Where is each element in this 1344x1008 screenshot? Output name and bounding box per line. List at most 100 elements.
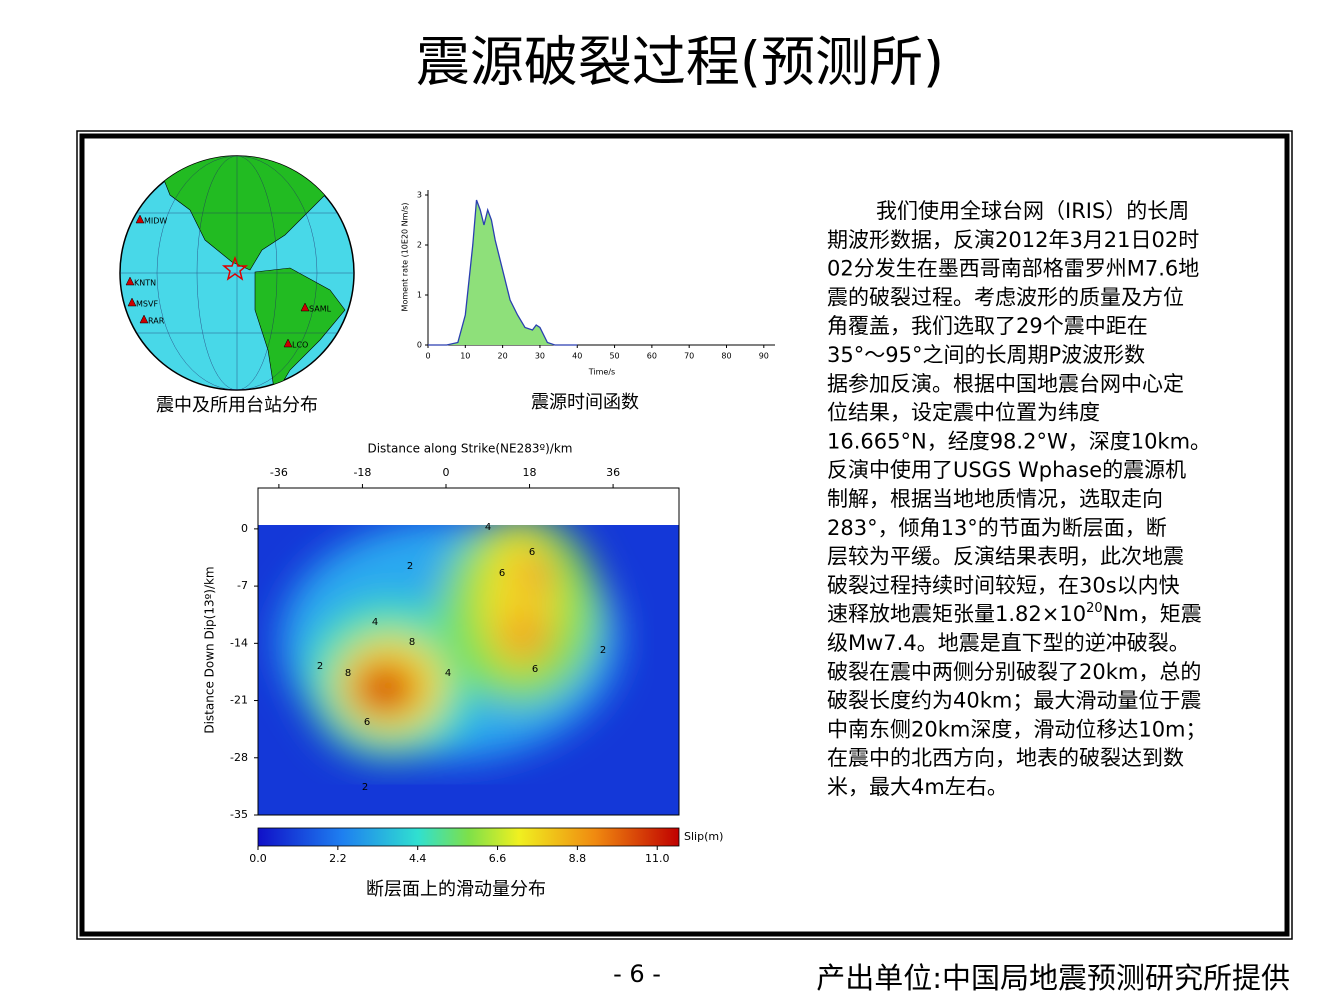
globe: 震中及所用台站分布: [119, 155, 355, 416]
station: [125, 276, 135, 286]
frame-outer: [76, 130, 1293, 940]
contour-label: 8: [409, 637, 415, 648]
slip-y-tick-label: -28: [230, 751, 248, 764]
slip-x-tick-label: 36: [606, 466, 620, 479]
station: [135, 214, 145, 224]
contour-label: 4: [445, 668, 451, 679]
page-number: - 6 -: [613, 960, 661, 988]
slip-caption: 断层面上的滑动量分布: [366, 879, 546, 900]
paragraph-line: 位结果，设定震中位置为纬度: [827, 401, 1100, 425]
paragraph-line: 破裂在震中两侧分别破裂了20km，总的: [827, 660, 1201, 684]
contour-label: 2: [600, 645, 606, 656]
stf-y-tick-label: 1: [417, 291, 422, 300]
stf-x-tick-label: 40: [572, 352, 582, 361]
station: [139, 314, 149, 324]
contour-label: 4: [485, 522, 491, 533]
stf-caption: 震源时间函数: [531, 392, 639, 413]
stf-x-tick-label: 20: [498, 352, 508, 361]
stf-y-tick-label: 2: [417, 241, 422, 250]
slip-y-tick-label: -35: [230, 808, 248, 821]
station: [127, 297, 137, 307]
contour-label: 6: [499, 568, 505, 579]
paragraph-line: 期波形数据，反演2012年3月21日02时: [827, 228, 1199, 252]
stf-y-label: Moment rate (10E20 Nm/s): [401, 203, 410, 312]
paragraph-line: 速释放地震矩张量1.82×1020Nm，矩震: [827, 601, 1202, 627]
station-label: KNTN: [134, 279, 156, 288]
colorbar-tick-label: 6.6: [489, 852, 507, 865]
stf-x-tick-label: 30: [535, 352, 545, 361]
colorbar-tick-label: 0.0: [249, 852, 267, 865]
stf-x-tick-label: 60: [647, 352, 657, 361]
slip-x-tick-label: -18: [353, 466, 371, 479]
paragraph-line: 在震中的北西方向，地表的破裂达到数: [827, 746, 1184, 770]
paragraph-line: 角覆盖，我们选取了29个震中距在: [827, 314, 1148, 338]
contour-label: 2: [407, 561, 413, 572]
paragraph-line: 283°，倾角13°的节面为断层面，断: [827, 516, 1167, 540]
paragraph-line: 中南东侧20km深度，滑动位移达10m；: [827, 717, 1207, 741]
superscript: 20: [1086, 601, 1103, 616]
slip-title: Distance along Strike(NE283º)/km: [367, 442, 572, 456]
paragraph-line: 据参加反演。根据中国地震台网中心定: [827, 372, 1184, 396]
slip-y-tick-label: 0: [241, 522, 248, 535]
stf-x-tick-label: 70: [684, 352, 694, 361]
paragraph-line: 我们使用全球台网（IRIS）的长周: [876, 199, 1189, 223]
contour-label: 6: [529, 547, 535, 558]
station-label: LCO: [292, 341, 308, 350]
paragraph-line: 震的破裂过程。考虑波形的质量及方位: [827, 285, 1184, 309]
station-label: MSVF: [136, 300, 158, 309]
slip-y-label: Distance Down Dip(13º)/km: [203, 566, 217, 733]
slip-y-tick-label: -7: [237, 579, 248, 592]
contour-label: 6: [532, 664, 538, 675]
slip-y-tick-label: -21: [230, 694, 248, 707]
paragraph-line: 制解，根据当地地质情况，选取走向: [827, 487, 1163, 511]
station: [283, 338, 293, 348]
station-label: RAR: [148, 317, 165, 326]
slip-x-tick-label: 0: [442, 466, 449, 479]
slip-axes: [257, 487, 680, 816]
colorbar-tick-label: 11.0: [645, 852, 670, 865]
credit: 产出单位:中国局地震预测研究所提供: [816, 961, 1290, 995]
colorbar-tick-label: 4.4: [409, 852, 427, 865]
frame-inner: [79, 133, 1290, 937]
paragraph-line: 层较为平缓。反演结果表明，此次地震: [827, 545, 1184, 569]
slip-x-tick-label: 18: [523, 466, 537, 479]
stf-line: [428, 199, 578, 346]
colorbar-label: Slip(m): [684, 830, 723, 843]
paragraph-line: 破裂长度约为40km；最大滑动量位于震: [827, 689, 1201, 713]
globe-caption: 震中及所用台站分布: [156, 395, 318, 416]
paragraph-line: 反演中使用了USGS Wphase的震源机: [827, 458, 1186, 482]
slip-y-tick-label: -14: [230, 636, 248, 649]
stf-y-tick-label: 3: [417, 191, 422, 200]
colorbar: [257, 827, 680, 847]
line-part: 速释放地震矩张量1.82×10: [827, 602, 1086, 626]
stf-y-tick-label: 0: [417, 341, 422, 350]
stf-x-tick-label: 0: [425, 352, 430, 361]
stf-x-tick-label: 80: [721, 352, 731, 361]
slip-x-tick-label: -36: [270, 466, 288, 479]
station-label: SAML: [309, 305, 332, 314]
paragraph-line: 02分发生在墨西哥南部格雷罗州M7.6地: [827, 257, 1199, 281]
stf-x-tick-label: 10: [460, 352, 470, 361]
paragraph-line: 16.665°N，经度98.2°W，深度10km。: [827, 429, 1211, 453]
paragraph-line: 级Mw7.4。地震是直下型的逆冲破裂。: [827, 631, 1190, 655]
stf-x-label: Time/s: [588, 368, 615, 377]
title: 震源破裂过程(预测所): [416, 31, 944, 94]
colorbar-tick-label: 2.2: [329, 852, 347, 865]
contour-label: 6: [364, 717, 370, 728]
station-label: MIDW: [144, 217, 167, 226]
contour-label: 2: [317, 661, 323, 672]
stf-x-tick-label: 90: [759, 352, 769, 361]
paragraph-line: 米，最大4m左右。: [827, 775, 1008, 799]
paragraph-line: 35°～95°之间的长周期P波波形数: [827, 343, 1145, 367]
slip-heatmap: [258, 525, 679, 815]
line-part: Nm，矩震: [1103, 602, 1202, 626]
contour-label: 8: [345, 668, 351, 679]
station: [300, 302, 310, 312]
contour-label: 4: [372, 617, 378, 628]
contour-label: 2: [362, 782, 368, 793]
colorbar-tick-label: 8.8: [569, 852, 587, 865]
paragraph-line: 破裂过程持续时间较短，在30s以内快: [827, 573, 1180, 597]
stf-x-tick-label: 50: [609, 352, 619, 361]
